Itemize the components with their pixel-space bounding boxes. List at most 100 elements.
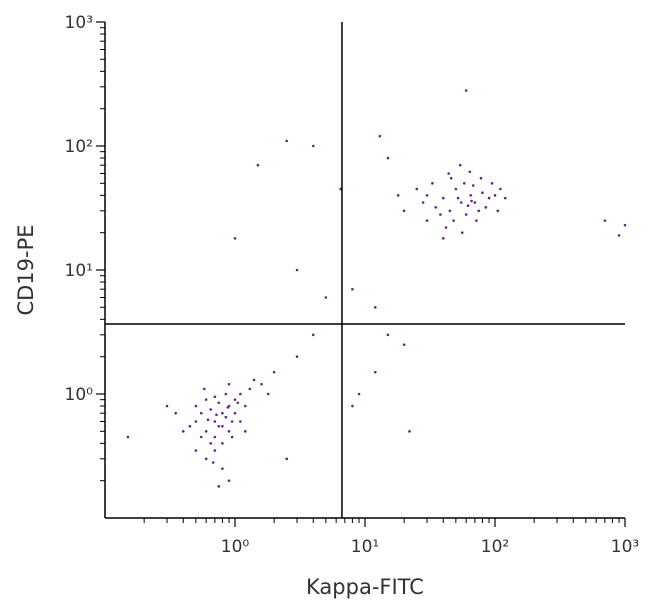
point bbox=[213, 420, 217, 423]
point bbox=[194, 449, 198, 452]
point bbox=[469, 194, 472, 197]
point bbox=[221, 424, 224, 428]
point bbox=[402, 343, 406, 346]
point bbox=[239, 420, 242, 423]
point bbox=[487, 196, 491, 200]
point bbox=[194, 404, 198, 408]
point bbox=[260, 382, 263, 386]
point bbox=[434, 206, 438, 209]
point bbox=[484, 206, 488, 209]
point bbox=[221, 411, 224, 415]
point bbox=[204, 430, 208, 433]
point bbox=[449, 176, 453, 180]
point bbox=[248, 387, 252, 391]
point bbox=[464, 213, 468, 216]
point bbox=[217, 424, 221, 428]
point bbox=[213, 435, 217, 439]
point bbox=[421, 201, 425, 204]
point bbox=[295, 355, 299, 358]
point bbox=[311, 144, 315, 148]
point bbox=[441, 237, 445, 240]
y-tick-label: 10¹ bbox=[65, 261, 93, 281]
point bbox=[617, 234, 621, 237]
point bbox=[458, 163, 462, 167]
point bbox=[181, 430, 185, 433]
point bbox=[227, 430, 231, 433]
point bbox=[447, 172, 450, 175]
x-tick-label: 10³ bbox=[611, 537, 639, 557]
point bbox=[256, 163, 260, 167]
point bbox=[202, 387, 206, 391]
point bbox=[199, 435, 203, 439]
point bbox=[468, 170, 472, 174]
y-tick-label: 10⁰ bbox=[65, 385, 94, 405]
point bbox=[199, 411, 203, 415]
point bbox=[466, 204, 470, 208]
point bbox=[475, 219, 478, 222]
point bbox=[285, 139, 289, 143]
point bbox=[479, 176, 483, 180]
point bbox=[425, 194, 429, 197]
point bbox=[221, 442, 224, 445]
x-tick-label: 10² bbox=[481, 537, 509, 557]
point bbox=[351, 287, 354, 291]
point bbox=[386, 156, 390, 160]
y-tick-label: 10³ bbox=[65, 13, 93, 33]
point bbox=[456, 196, 460, 200]
point bbox=[623, 223, 627, 227]
point bbox=[227, 382, 231, 386]
point bbox=[174, 411, 178, 415]
x-axis-title: Kappa-FITC bbox=[306, 575, 424, 599]
point bbox=[233, 237, 237, 240]
point bbox=[471, 184, 475, 187]
point bbox=[470, 199, 473, 203]
point bbox=[373, 306, 377, 309]
point bbox=[188, 424, 192, 428]
point bbox=[230, 420, 234, 423]
point bbox=[462, 182, 466, 185]
point bbox=[408, 430, 411, 433]
point bbox=[204, 398, 208, 401]
point bbox=[209, 442, 212, 445]
point bbox=[272, 370, 276, 374]
point bbox=[217, 485, 221, 488]
point bbox=[402, 209, 406, 213]
point bbox=[209, 408, 212, 411]
point bbox=[204, 457, 208, 461]
point bbox=[499, 187, 502, 191]
point bbox=[211, 461, 215, 464]
point bbox=[431, 182, 434, 185]
point bbox=[425, 219, 429, 222]
point bbox=[454, 187, 458, 191]
point bbox=[239, 392, 242, 396]
point bbox=[473, 201, 477, 204]
point bbox=[213, 395, 217, 399]
point bbox=[236, 401, 240, 405]
point bbox=[233, 398, 237, 401]
point bbox=[448, 209, 452, 213]
point bbox=[490, 182, 494, 185]
point bbox=[460, 231, 464, 234]
point bbox=[215, 413, 218, 417]
x-tick-label: 10¹ bbox=[351, 537, 379, 557]
point bbox=[243, 430, 247, 433]
point bbox=[217, 401, 221, 405]
point bbox=[452, 219, 455, 222]
point bbox=[224, 415, 228, 419]
point bbox=[481, 191, 484, 195]
point bbox=[396, 194, 400, 197]
point bbox=[311, 333, 315, 337]
x-tick-label: 10⁰ bbox=[221, 537, 250, 557]
y-tick-label: 10² bbox=[65, 137, 93, 157]
point bbox=[444, 226, 448, 229]
point bbox=[165, 404, 169, 408]
point bbox=[441, 196, 445, 200]
point bbox=[226, 406, 230, 409]
point bbox=[324, 296, 328, 299]
point bbox=[227, 479, 231, 482]
point bbox=[503, 196, 507, 200]
point bbox=[378, 134, 382, 138]
point bbox=[224, 392, 228, 396]
point bbox=[243, 404, 247, 408]
